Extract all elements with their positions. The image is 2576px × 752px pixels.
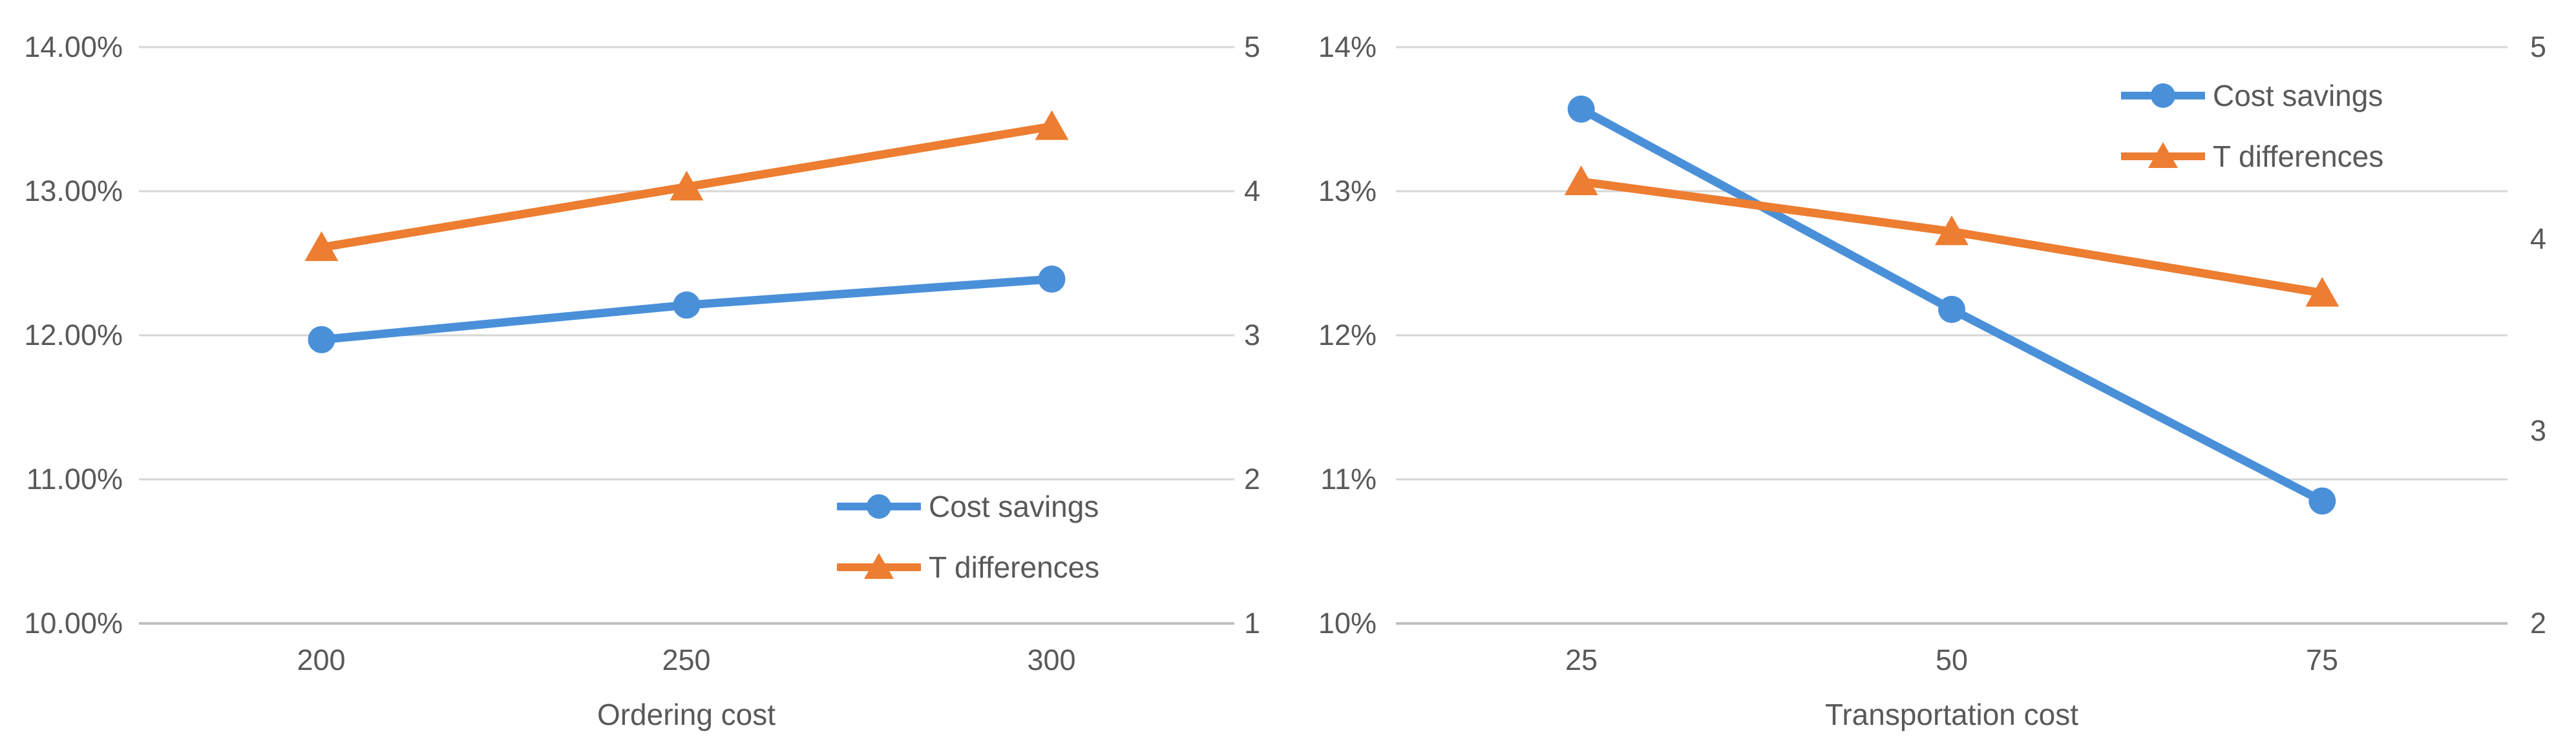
y-axis-label: 11% xyxy=(1320,463,1377,496)
legend-item-t-differences: T differences xyxy=(2121,138,2383,174)
secondary-y-axis-label: 1 xyxy=(1244,607,1261,640)
cost-savings-legend-marker-icon xyxy=(837,494,921,519)
cost-savings-legend-marker-icon xyxy=(2121,83,2205,108)
cost-savings-data-point xyxy=(673,291,701,319)
y-axis-label: 13% xyxy=(1318,174,1377,207)
legend-item-cost-savings: Cost savings xyxy=(2121,78,2383,114)
t-differences-data-point xyxy=(1935,215,1969,245)
y-axis-label: 12.00% xyxy=(24,319,123,351)
x-axis-tick-label: 25 xyxy=(1565,643,1598,676)
y-axis-label: 10% xyxy=(1318,607,1377,640)
y-axis-label: 11.00% xyxy=(26,463,123,496)
legend-triangle-marker xyxy=(2148,142,2178,168)
legend-label: Cost savings xyxy=(929,490,1099,523)
cost-savings-data-point xyxy=(1567,95,1595,123)
y-axis-label: 14% xyxy=(1318,30,1377,63)
t-differences-legend-marker-icon xyxy=(837,553,921,579)
y-axis-label: 13.00% xyxy=(24,174,123,207)
legend-label: T differences xyxy=(929,550,1100,584)
legend-triangle-marker xyxy=(864,553,894,579)
cost-savings-data-point xyxy=(1038,266,1066,293)
secondary-y-axis-label: 3 xyxy=(1244,319,1261,351)
secondary-y-axis-label: 2 xyxy=(1244,463,1261,496)
y-axis-label: 14.00% xyxy=(24,30,123,63)
x-axis-tick-label: 300 xyxy=(1027,643,1076,676)
secondary-y-axis-label: 4 xyxy=(1244,174,1261,207)
x-axis-tick-label: 75 xyxy=(2305,643,2339,676)
legend-circle-marker xyxy=(867,494,891,519)
x-axis-tick-label: 50 xyxy=(1935,643,1969,676)
legend-label: Cost savings xyxy=(2213,79,2383,112)
cost-savings-data-point xyxy=(2308,487,2336,515)
legend-item-t-differences: T differences xyxy=(837,549,1099,585)
legend-label: T differences xyxy=(2213,140,2384,173)
legend-circle-marker xyxy=(2151,83,2175,108)
x-axis-tick-label: 250 xyxy=(662,643,711,676)
cost-savings-data-point xyxy=(308,326,335,353)
t-differences-data-point xyxy=(670,171,704,201)
x-axis-tick-label: 200 xyxy=(297,643,346,676)
y-axis-label: 12% xyxy=(1318,319,1377,351)
secondary-y-axis-label: 5 xyxy=(2530,30,2547,63)
t-differences-legend-marker-icon xyxy=(2121,142,2205,168)
secondary-y-axis-label: 2 xyxy=(2530,607,2547,640)
y-axis-label: 10.00% xyxy=(24,607,123,640)
t-differences-data-point xyxy=(304,231,339,261)
t-differences-data-point xyxy=(2305,277,2339,307)
cost-savings-data-point xyxy=(1938,295,1965,323)
secondary-y-axis-label: 5 xyxy=(1244,30,1261,63)
legend-item-cost-savings: Cost savings xyxy=(837,488,1099,525)
x-axis-title: Transportation cost xyxy=(1824,698,2079,731)
x-axis-title: Ordering cost xyxy=(596,698,776,731)
t-differences-data-point xyxy=(1035,110,1069,140)
secondary-y-axis-label: 4 xyxy=(2530,222,2547,255)
t-differences-data-point xyxy=(1564,165,1598,196)
secondary-y-axis-label: 3 xyxy=(2530,414,2547,447)
